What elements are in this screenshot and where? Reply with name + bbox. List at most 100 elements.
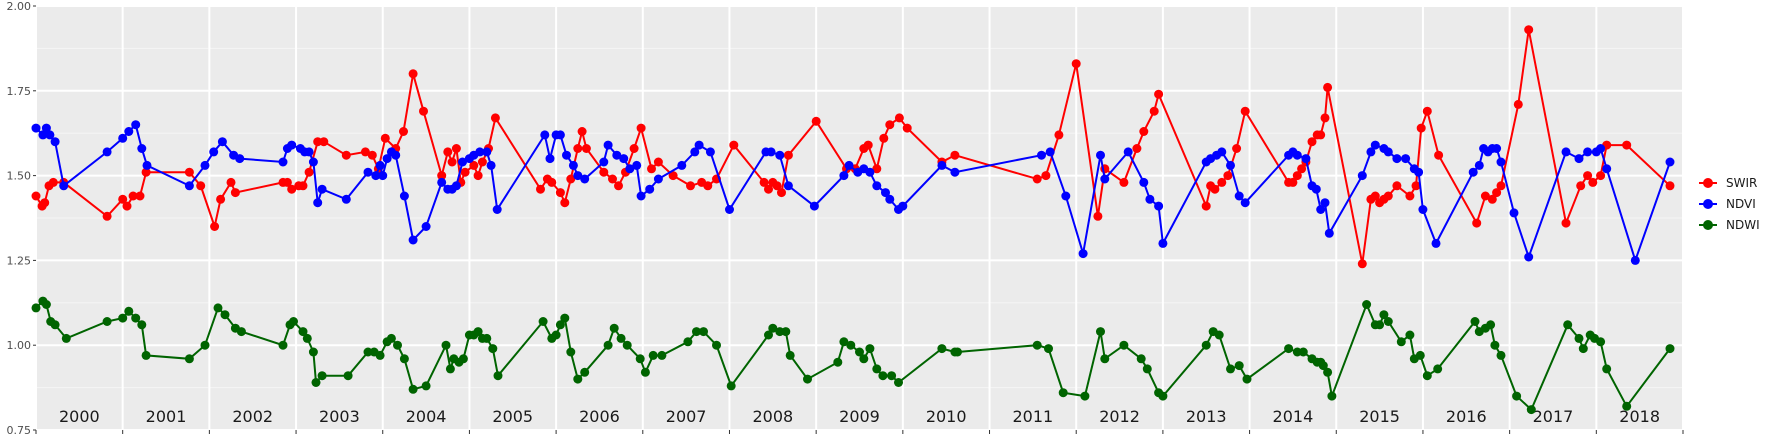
data-point (399, 191, 409, 201)
data-point (50, 320, 60, 330)
data-point (536, 184, 545, 194)
series-layer (31, 25, 1675, 415)
data-point (122, 201, 132, 211)
data-point (705, 147, 715, 157)
series-ndwi (31, 296, 1675, 415)
data-point (40, 198, 50, 208)
legend-key-point (1703, 199, 1713, 209)
data-point (1583, 171, 1593, 181)
data-point (184, 181, 194, 191)
data-point (855, 347, 864, 357)
year-label: 2008 (752, 407, 793, 426)
data-point (1234, 191, 1244, 201)
data-point (555, 320, 565, 330)
data-point (235, 154, 245, 164)
data-point (555, 188, 565, 198)
data-point (1080, 391, 1090, 401)
year-label: 2013 (1186, 407, 1227, 426)
data-point (473, 327, 483, 337)
data-point (308, 157, 318, 167)
data-point (653, 157, 663, 167)
data-point (1383, 191, 1393, 201)
data-point (313, 198, 323, 208)
data-point (458, 157, 467, 167)
data-point (614, 181, 623, 191)
data-point (1054, 130, 1064, 140)
data-point (566, 347, 576, 357)
data-point (1154, 89, 1164, 99)
data-point (399, 354, 409, 364)
data-point (616, 333, 626, 343)
data-point (1370, 191, 1380, 201)
data-point (699, 327, 708, 337)
data-point (1492, 188, 1502, 198)
data-point (573, 144, 583, 153)
data-point (460, 167, 470, 177)
data-point (878, 371, 888, 381)
data-point (764, 184, 773, 194)
data-point (1123, 147, 1133, 157)
data-point (1311, 184, 1321, 194)
data-point (1288, 177, 1298, 187)
data-point (1100, 354, 1110, 364)
data-point (580, 367, 590, 377)
data-point (1357, 171, 1367, 181)
data-point (635, 354, 645, 364)
data-point (1032, 174, 1042, 184)
data-point (278, 340, 288, 350)
data-point (59, 181, 69, 191)
data-point (937, 160, 947, 170)
data-point (1119, 340, 1129, 350)
y-tick-label: 1.75 (7, 85, 32, 98)
y-tick-label: 1.25 (7, 254, 32, 267)
data-point (118, 133, 128, 143)
data-point (131, 120, 141, 130)
data-point (560, 313, 570, 323)
series-ndvi (31, 120, 1675, 265)
data-point (317, 371, 327, 381)
data-point (421, 381, 431, 391)
data-point (653, 174, 663, 184)
data-point (141, 167, 151, 177)
data-point (619, 154, 629, 164)
data-point (360, 147, 370, 157)
data-point (200, 160, 210, 170)
data-point (486, 160, 496, 170)
data-point (304, 147, 314, 157)
data-point (236, 327, 246, 337)
year-label: 2014 (1273, 407, 1314, 426)
data-point (894, 113, 904, 123)
data-point (809, 201, 819, 211)
data-point (341, 194, 351, 204)
data-point (953, 347, 962, 357)
data-point (137, 320, 147, 330)
data-point (1041, 171, 1051, 181)
data-point (38, 130, 48, 140)
data-point (1665, 157, 1675, 167)
data-point (1433, 364, 1443, 374)
data-point (887, 371, 897, 381)
data-point (766, 147, 776, 157)
legend-item-swir: SWIR (1699, 176, 1757, 190)
data-point (712, 340, 721, 350)
data-point (1411, 181, 1421, 191)
data-point (363, 167, 373, 177)
data-point (844, 160, 854, 170)
data-point (1307, 137, 1317, 147)
data-point (937, 344, 947, 354)
data-point (1132, 144, 1142, 153)
y-tick-label: 0.75 (7, 424, 32, 437)
year-label: 2001 (146, 407, 187, 426)
data-point (196, 181, 206, 191)
data-point (131, 313, 141, 323)
legend-item-ndvi: NDVI (1699, 197, 1756, 211)
data-point (1154, 201, 1164, 211)
data-point (1392, 181, 1402, 191)
data-point (612, 150, 622, 160)
data-point (469, 160, 479, 170)
data-point (302, 333, 312, 343)
data-point (304, 167, 314, 177)
year-label: 2002 (232, 407, 273, 426)
data-point (102, 211, 112, 221)
data-point (1045, 147, 1055, 157)
